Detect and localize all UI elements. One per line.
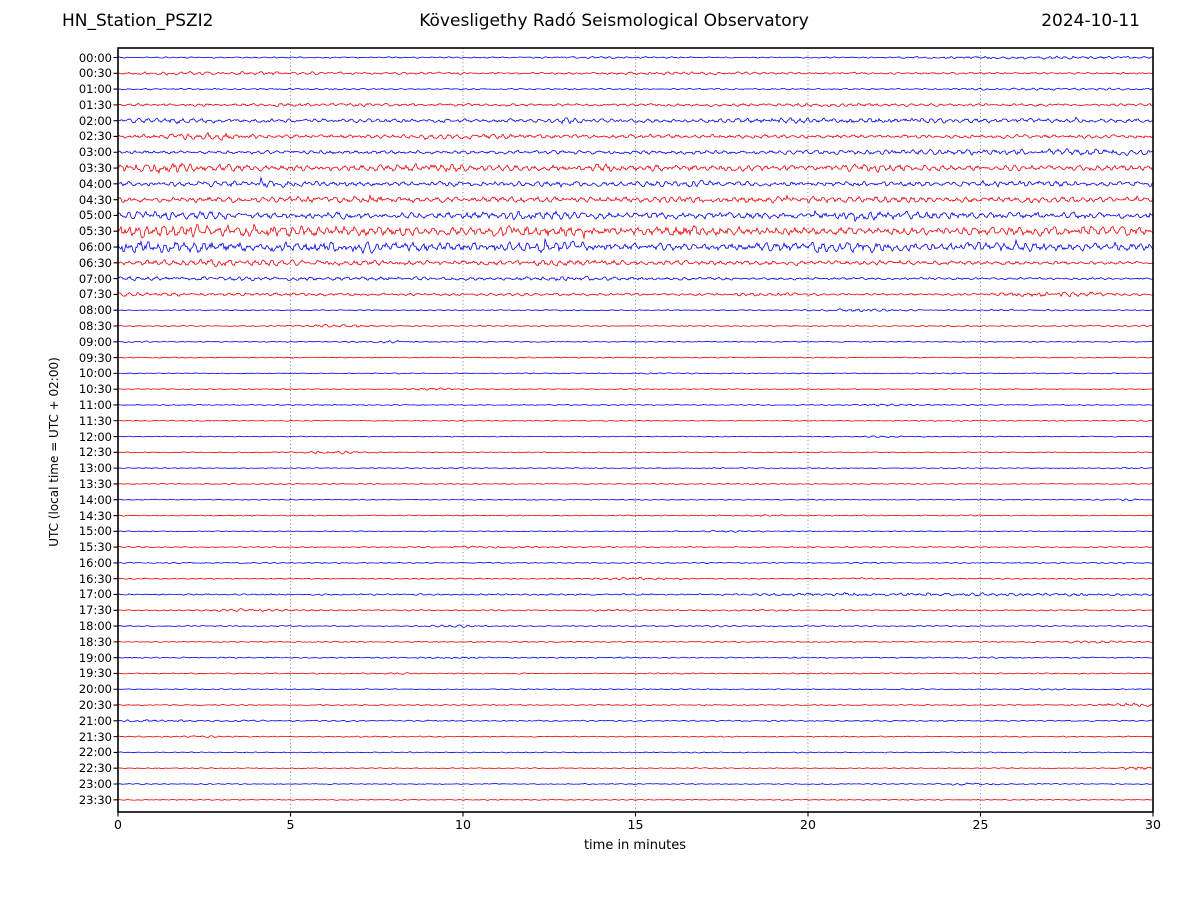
y-tick-label: 14:30 xyxy=(78,508,112,523)
y-tick-label: 14:00 xyxy=(78,492,112,507)
y-tick-label: 12:00 xyxy=(78,429,112,444)
y-tick-label: 09:30 xyxy=(78,350,112,365)
y-tick-label: 18:30 xyxy=(78,634,112,649)
y-tick-label: 22:30 xyxy=(78,761,112,776)
y-tick-label: 22:00 xyxy=(78,745,112,760)
y-tick-label: 11:30 xyxy=(78,413,112,428)
y-tick-label: 18:00 xyxy=(78,619,112,634)
x-tick-label: 5 xyxy=(286,817,295,832)
y-tick-label: 19:30 xyxy=(78,666,112,681)
x-tick-label: 30 xyxy=(1145,817,1161,832)
x-tick-label: 15 xyxy=(627,817,644,832)
y-tick-label: 01:00 xyxy=(78,82,112,97)
x-axis-label: time in minutes xyxy=(583,838,687,853)
y-tick-label: 00:30 xyxy=(78,66,112,81)
y-tick-label: 05:30 xyxy=(78,224,112,239)
y-tick-label: 03:00 xyxy=(78,145,112,160)
y-tick-label: 02:30 xyxy=(78,129,112,144)
y-tick-label: 10:30 xyxy=(78,382,112,397)
y-tick-label: 03:30 xyxy=(78,161,112,176)
observatory-title: Kövesligethy Radó Seismological Observat… xyxy=(419,11,809,31)
y-tick-label: 12:30 xyxy=(78,445,112,460)
y-tick-label: 15:30 xyxy=(78,540,112,555)
y-tick-label: 15:00 xyxy=(78,524,112,539)
y-tick-label: 05:00 xyxy=(78,208,112,223)
y-tick-label: 07:30 xyxy=(78,287,112,302)
y-tick-label: 02:00 xyxy=(78,113,112,128)
y-tick-label: 23:30 xyxy=(78,792,112,807)
y-tick-label: 16:30 xyxy=(78,571,112,586)
y-tick-label: 13:00 xyxy=(78,461,112,476)
y-tick-label: 04:30 xyxy=(78,192,112,207)
y-tick-label: 20:00 xyxy=(78,682,112,697)
y-tick-label: 01:30 xyxy=(78,97,112,112)
y-tick-label: 13:30 xyxy=(78,476,112,491)
y-tick-label: 10:00 xyxy=(78,366,112,381)
y-tick-label: 16:00 xyxy=(78,555,112,570)
station-title: HN_Station_PSZI2 xyxy=(62,11,214,31)
y-tick-label: 11:00 xyxy=(78,397,112,412)
x-tick-label: 20 xyxy=(800,817,816,832)
y-tick-label: 04:00 xyxy=(78,176,112,191)
y-tick-label: 21:00 xyxy=(78,713,112,728)
x-tick-label: 10 xyxy=(455,817,471,832)
y-tick-label: 23:00 xyxy=(78,777,112,791)
y-tick-label: 21:30 xyxy=(78,729,112,744)
x-tick-label: 0 xyxy=(114,817,122,832)
y-tick-label: 06:00 xyxy=(78,240,112,255)
y-tick-label: 17:30 xyxy=(78,603,112,618)
y-tick-label: 07:00 xyxy=(78,271,112,286)
y-tick-label: 17:00 xyxy=(78,587,112,602)
x-tick-label: 25 xyxy=(972,817,989,832)
y-tick-label: 20:30 xyxy=(78,698,112,713)
y-tick-label: 00:00 xyxy=(78,50,112,65)
y-tick-label: 19:00 xyxy=(78,650,112,665)
y-tick-label: 06:30 xyxy=(78,255,112,270)
date-label: 2024-10-11 xyxy=(1041,11,1140,31)
y-tick-label: 09:00 xyxy=(78,334,112,349)
y-tick-label: 08:00 xyxy=(78,303,112,318)
y-tick-label: 08:30 xyxy=(78,318,112,333)
